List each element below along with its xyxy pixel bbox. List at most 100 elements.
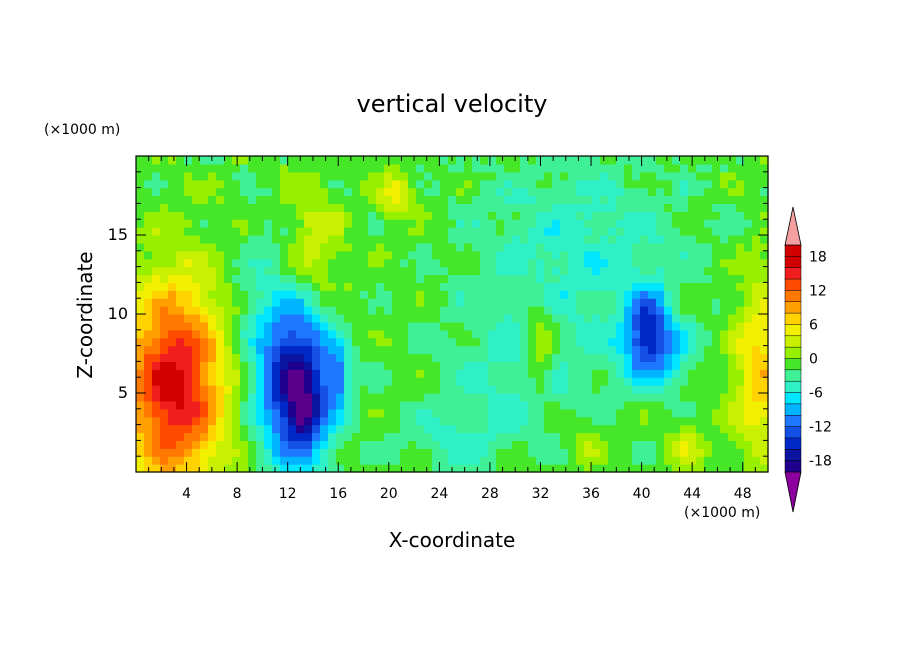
field-cell: [256, 400, 265, 410]
field-cell: [280, 306, 289, 315]
field-cell: [440, 400, 449, 410]
field-cell: [368, 432, 377, 441]
field-cell: [192, 393, 201, 402]
field-cell: [360, 171, 369, 181]
field-cell: [600, 171, 609, 181]
field-cell: [424, 156, 433, 165]
field-cell: [232, 361, 241, 370]
field-cell: [280, 219, 289, 228]
field-cell: [336, 306, 345, 315]
field-cell: [448, 219, 457, 228]
field-cell: [504, 424, 513, 434]
field-cell: [640, 195, 649, 204]
field-cell: [608, 408, 617, 418]
field-cell: [384, 456, 393, 465]
field-cell: [360, 195, 369, 204]
field-cell: [488, 211, 497, 220]
field-cell: [552, 345, 561, 355]
field-cell: [152, 448, 161, 457]
field-cell: [272, 440, 281, 449]
field-cell: [648, 329, 657, 339]
field-cell: [600, 353, 609, 362]
field-cell: [496, 353, 505, 362]
field-cell: [208, 448, 217, 457]
field-cell: [480, 361, 489, 370]
field-cell: [312, 353, 321, 362]
field-cell: [624, 432, 633, 441]
field-cell: [208, 306, 217, 315]
field-cell: [384, 440, 393, 449]
field-cell: [656, 385, 665, 394]
field-cell: [568, 250, 577, 260]
field-cell: [584, 179, 593, 189]
field-cell: [656, 203, 665, 212]
field-cell: [352, 408, 361, 418]
x-tick-label: 36: [582, 486, 600, 502]
field-cell: [384, 258, 393, 268]
field-cell: [216, 385, 225, 394]
field-cell: [312, 306, 321, 315]
field-cell: [408, 282, 417, 291]
field-cell: [312, 195, 321, 204]
field-cell: [192, 258, 201, 268]
field-cell: [160, 298, 169, 307]
field-cell: [752, 408, 761, 418]
field-cell: [752, 456, 761, 465]
field-cell: [720, 314, 729, 323]
field-cell: [272, 274, 281, 283]
field-cell: [592, 377, 601, 386]
field-cell: [304, 235, 313, 244]
field-cell: [664, 329, 673, 339]
field-cell: [288, 250, 297, 260]
field-cell: [312, 235, 321, 244]
field-cell: [648, 179, 657, 189]
field-cell: [240, 314, 249, 323]
field-cell: [640, 227, 649, 236]
field-cell: [336, 377, 345, 386]
field-cell: [664, 321, 673, 331]
field-cell: [592, 266, 601, 276]
field-cell: [296, 179, 305, 189]
field-cell: [672, 282, 681, 291]
field-cell: [144, 290, 153, 299]
contour-field: [136, 156, 769, 473]
field-cell: [736, 369, 745, 378]
field-cell: [720, 361, 729, 370]
field-cell: [472, 440, 481, 449]
field-cell: [656, 258, 665, 268]
field-cell: [440, 258, 449, 268]
field-cell: [472, 416, 481, 426]
field-cell: [680, 242, 689, 252]
field-cell: [280, 448, 289, 457]
field-cell: [752, 345, 761, 355]
field-cell: [568, 290, 577, 299]
field-cell: [272, 464, 281, 473]
field-cell: [448, 424, 457, 434]
field-cell: [384, 298, 393, 307]
field-cell: [608, 377, 617, 386]
field-cell: [632, 187, 641, 197]
field-cell: [464, 227, 473, 236]
field-cell: [360, 400, 369, 410]
field-cell: [480, 306, 489, 315]
field-cell: [552, 464, 561, 473]
field-cell: [400, 321, 409, 331]
field-cell: [344, 432, 353, 441]
field-cell: [480, 377, 489, 386]
field-cell: [360, 329, 369, 339]
field-cell: [712, 416, 721, 426]
field-cell: [160, 353, 169, 362]
field-cell: [360, 416, 369, 426]
field-cell: [480, 416, 489, 426]
field-cell: [184, 250, 193, 260]
field-cell: [264, 385, 273, 394]
field-cell: [424, 337, 433, 347]
field-cell: [568, 314, 577, 323]
field-cell: [560, 345, 569, 355]
field-cell: [168, 464, 177, 473]
field-cell: [472, 329, 481, 339]
field-cell: [488, 163, 497, 173]
field-cell: [616, 385, 625, 394]
field-cell: [392, 298, 401, 307]
field-cell: [312, 242, 321, 252]
